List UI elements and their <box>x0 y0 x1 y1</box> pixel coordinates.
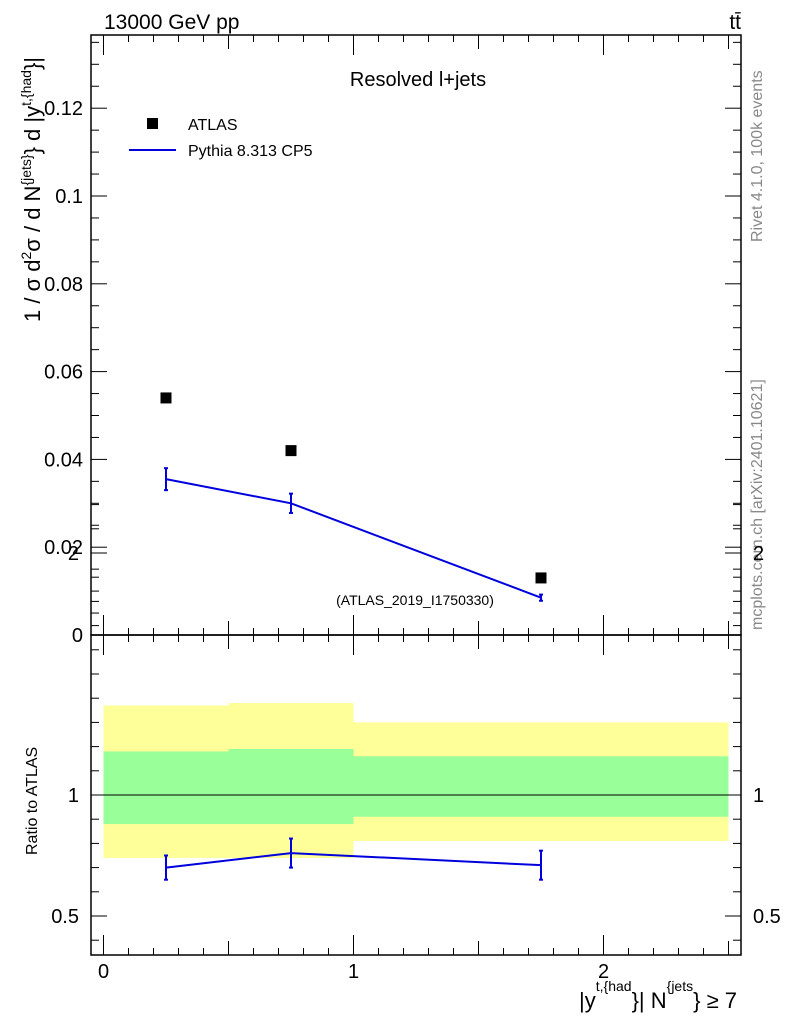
atlas-data-point <box>285 445 297 457</box>
ratio-y-tick-label-right: 1 <box>753 785 764 807</box>
x-tick-label: 2 <box>598 961 609 983</box>
analysis-watermark: (ATLAS_2019_I1750330) <box>336 592 494 608</box>
legend-atlas-label: ATLAS <box>188 117 238 134</box>
main-y-tick-label: 0.02 <box>44 537 83 559</box>
ratio-y-tick-label-left: 1 <box>68 785 79 807</box>
main-y-tick-label: 0 <box>72 625 83 647</box>
ratio-y-axis-label: Ratio to ATLAS <box>24 747 41 855</box>
legend-atlas-marker <box>147 118 158 129</box>
main-y-axis-label: 1 / σ d2σ / d N{jets}} d |yt,{had}| <box>18 57 45 322</box>
atlas-data-point <box>535 572 547 584</box>
ratio-y-tick-label-left: 0.5 <box>51 906 79 928</box>
ratio-band-inner-0 <box>103 751 229 825</box>
chart-marks: 0 0.02 0.04 0.06 0.08 0.1 0.12 0 1 2 0.5 0.5 1 1 2 2 <box>44 34 781 983</box>
ylabel-sup-2: {jets} <box>18 154 34 185</box>
process-label: tt̄ <box>729 11 741 34</box>
xlabel-sup-1: t,{had <box>596 978 632 994</box>
ratio-band-inner-2 <box>353 756 729 817</box>
x-tick-label: 0 <box>98 961 109 983</box>
ylabel-part-1: 1 / σ d <box>20 260 45 323</box>
ylabel-part-3: } d |y <box>20 106 45 155</box>
ratio-band-inner-1 <box>228 749 354 825</box>
main-y-tick-label: 0.06 <box>44 362 83 384</box>
mc-curve <box>165 478 542 599</box>
energy-label: 13000 GeV pp <box>104 11 239 34</box>
atlas-data-point <box>160 392 172 404</box>
x-axis-label: |yt,{had}| N{jets} ≥ 7 <box>579 978 737 1013</box>
xlabel-part-1: |y <box>579 988 596 1013</box>
ratio-y-tick-label-right: 0.5 <box>753 906 781 928</box>
xlabel-part-2: }| N <box>632 988 667 1013</box>
plot-title: Resolved l+jets <box>350 69 486 91</box>
main-y-tick-label: 0.1 <box>55 186 83 208</box>
xlabel-sup-2: {jets <box>667 978 693 994</box>
xlabel-part-3: } ≥ 7 <box>693 988 737 1013</box>
main-y-tick-label: 0.12 <box>44 98 83 120</box>
x-tick-label: 1 <box>348 961 359 983</box>
main-y-tick-label: 0.04 <box>44 449 83 471</box>
mcplots-label: mcplots.cern.ch [arXiv:2401.10621] <box>749 379 766 630</box>
ylabel-part-4: }| <box>20 57 45 70</box>
legend-pythia-label: Pythia 8.313 CP5 <box>188 143 313 160</box>
ylabel-sup-3: t,{had <box>18 70 34 106</box>
ylabel-part-2: σ / d N <box>20 186 45 252</box>
rivet-version-label: Rivet 4.1.0, 100k events <box>749 70 766 242</box>
ratio-y-tick-label-left: 2 <box>68 543 79 565</box>
ratio-y-tick-label-right: 2 <box>753 543 764 565</box>
ylabel-sup-1: 2 <box>18 252 34 260</box>
main-y-tick-label: 0.08 <box>44 274 83 296</box>
